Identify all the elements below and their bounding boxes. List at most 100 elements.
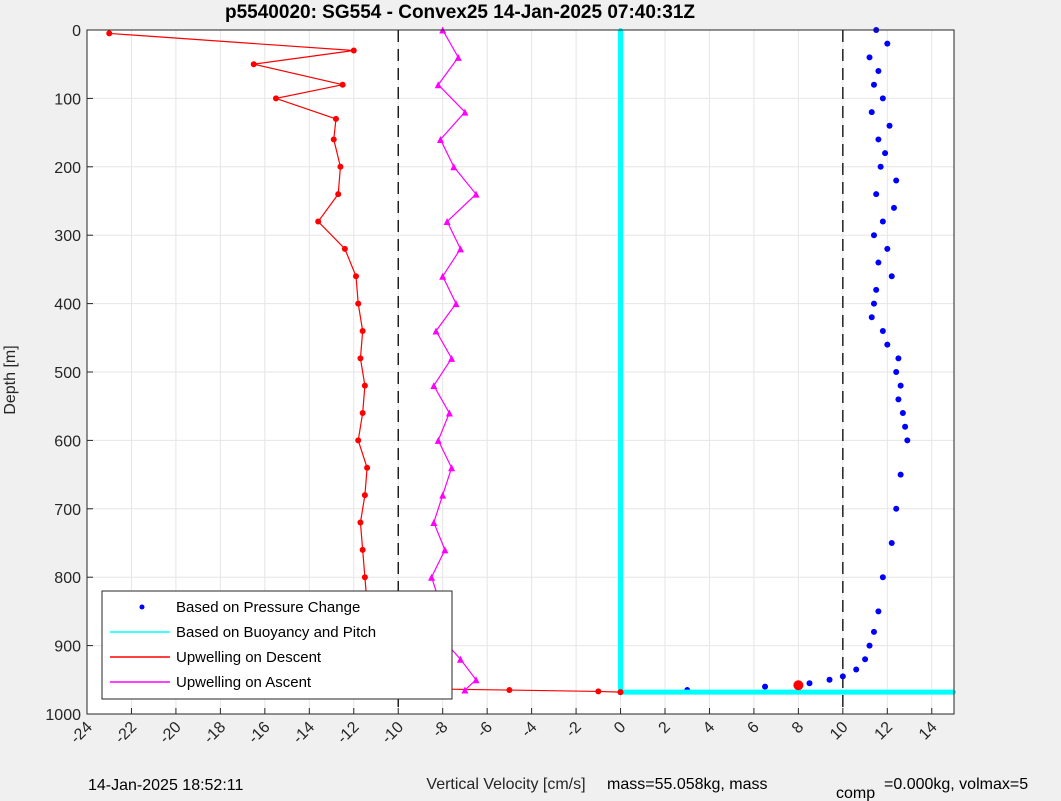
data-point bbox=[890, 204, 897, 211]
data-point bbox=[436, 135, 444, 143]
data-point bbox=[452, 300, 460, 308]
data-point bbox=[868, 109, 875, 116]
data-point bbox=[879, 218, 886, 225]
data-point bbox=[439, 272, 447, 280]
data-point bbox=[762, 683, 769, 690]
data-point bbox=[450, 163, 458, 171]
data-point bbox=[448, 354, 456, 362]
data-point bbox=[895, 355, 902, 362]
data-point bbox=[751, 690, 756, 695]
legend-label: Upwelling on Ascent bbox=[176, 674, 312, 691]
data-point bbox=[352, 273, 359, 280]
footer-comp-value: =0.000kg, volmax=5 bbox=[884, 776, 1028, 793]
data-point bbox=[617, 689, 624, 696]
legend-label: Upwelling on Descent bbox=[176, 649, 322, 666]
y-tick-label: 600 bbox=[54, 433, 81, 450]
data-point bbox=[888, 540, 895, 546]
chart-title: p5540020: SG554 - Convex25 14-Jan-2025 0… bbox=[225, 2, 695, 23]
x-axis-label: Vertical Velocity [cm/s] bbox=[426, 776, 585, 793]
data-point bbox=[897, 471, 904, 478]
data-point bbox=[430, 382, 438, 390]
x-tick-label: 0 bbox=[611, 719, 629, 737]
y-axis-label: Depth [m] bbox=[2, 345, 19, 414]
legend-label: Based on Buoyancy and Pitch bbox=[176, 624, 376, 641]
data-point bbox=[875, 259, 882, 266]
data-point bbox=[879, 95, 886, 102]
data-point bbox=[870, 628, 877, 635]
data-point bbox=[595, 688, 602, 695]
data-point bbox=[434, 81, 442, 89]
data-point bbox=[618, 438, 623, 443]
legend-label: Based on Pressure Change bbox=[176, 599, 360, 616]
data-point bbox=[870, 81, 877, 88]
data-point bbox=[250, 61, 257, 68]
x-tick-label: -12 bbox=[334, 719, 362, 747]
data-point bbox=[350, 47, 357, 54]
data-point bbox=[339, 81, 346, 88]
data-point bbox=[335, 191, 342, 198]
x-tick-label: 8 bbox=[789, 719, 807, 737]
data-point bbox=[879, 327, 886, 334]
footer-mass: mass=55.058kg, mass bbox=[607, 776, 768, 793]
y-tick-label: 500 bbox=[54, 365, 81, 382]
data-point bbox=[862, 656, 869, 663]
x-tick-label: -6 bbox=[474, 719, 496, 741]
data-point bbox=[337, 163, 344, 170]
legend-swatch bbox=[139, 604, 145, 610]
data-point bbox=[873, 191, 880, 198]
data-point bbox=[877, 163, 884, 170]
data-point bbox=[106, 30, 113, 37]
data-point bbox=[853, 666, 860, 673]
x-tick-label: 10 bbox=[827, 719, 852, 744]
data-point bbox=[884, 245, 891, 252]
x-tick-label: -18 bbox=[201, 719, 229, 747]
data-point bbox=[357, 519, 364, 526]
data-point bbox=[361, 382, 368, 389]
data-point bbox=[866, 54, 873, 61]
data-point bbox=[332, 115, 339, 122]
y-tick-label: 400 bbox=[54, 297, 81, 314]
x-tick-label: 12 bbox=[872, 719, 897, 744]
x-tick-label: -4 bbox=[518, 719, 540, 741]
data-point bbox=[361, 492, 368, 499]
data-point bbox=[897, 382, 904, 389]
y-tick-label: 900 bbox=[54, 639, 81, 656]
data-point bbox=[359, 327, 366, 334]
data-point bbox=[875, 136, 882, 143]
data-point bbox=[434, 436, 442, 444]
data-point bbox=[839, 673, 846, 680]
data-point bbox=[439, 491, 447, 499]
data-point bbox=[461, 686, 469, 694]
data-point bbox=[882, 150, 889, 157]
y-tick-label: 700 bbox=[54, 502, 81, 519]
data-point bbox=[315, 218, 322, 225]
highlight-point bbox=[793, 680, 804, 691]
data-point bbox=[875, 608, 882, 615]
x-tick-label: -20 bbox=[156, 719, 184, 747]
data-point bbox=[902, 423, 909, 430]
x-tick-label: 6 bbox=[744, 719, 762, 737]
data-point bbox=[929, 690, 934, 695]
series-0 bbox=[617, 27, 911, 696]
data-point bbox=[893, 505, 900, 512]
x-tick-label: -22 bbox=[112, 719, 140, 747]
data-point bbox=[893, 369, 900, 375]
y-tick-label: 300 bbox=[54, 228, 81, 245]
data-point bbox=[456, 245, 464, 253]
y-tick-label: 0 bbox=[72, 23, 81, 40]
data-point bbox=[359, 546, 366, 553]
data-point bbox=[870, 232, 877, 239]
data-point bbox=[445, 409, 453, 417]
x-tick-label: 2 bbox=[656, 719, 674, 737]
data-point bbox=[364, 464, 371, 471]
y-tick-label: 200 bbox=[54, 160, 81, 177]
footer-timestamp: 14-Jan-2025 18:52:11 bbox=[88, 777, 243, 794]
data-point bbox=[868, 314, 875, 321]
y-tick-label: 100 bbox=[54, 91, 81, 108]
data-point bbox=[472, 676, 480, 684]
data-point bbox=[432, 327, 440, 335]
data-point bbox=[454, 53, 462, 61]
data-point bbox=[866, 642, 873, 649]
x-tick-label: -8 bbox=[429, 719, 451, 741]
